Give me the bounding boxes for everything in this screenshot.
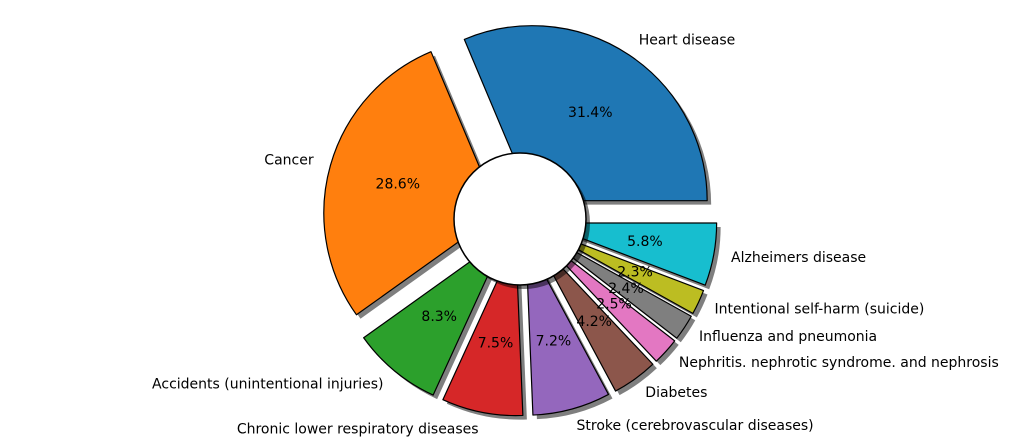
- percent-label-diabetes: 4.2%: [576, 314, 612, 330]
- category-label-stroke-cerebrovascular-diseases: Stroke (cerebrovascular diseases): [577, 418, 814, 434]
- percent-label-chronic-lower-respiratory-diseases: 7.5%: [478, 336, 514, 352]
- category-label-accidents-unintentional-injuries: Accidents (unintentional injuries): [152, 377, 383, 393]
- category-label-alzheimers-disease: Alzheimers disease: [731, 250, 866, 266]
- category-label-layer: Heart disease Cancer Accidents (unintentio…: [152, 32, 999, 437]
- category-label-nephritis-nephrotic-syndrome-and-nephrosis: Nephritis. nephrotic syndrome. and nephr…: [679, 355, 999, 371]
- category-label-heart-disease: Heart disease: [639, 32, 736, 48]
- category-label-influenza-and-pneumonia: Influenza and pneumonia: [699, 329, 877, 345]
- percent-label-cancer: 28.6%: [376, 176, 420, 192]
- pie-slice-accidents-unintentional-injuries: [363, 235, 507, 396]
- donut-hole: [453, 152, 587, 286]
- percent-label-nephritis-nephrotic-syndrome-and-nephrosis: 2.5%: [596, 296, 632, 312]
- donut-hole-layer: [453, 152, 590, 289]
- percent-label-layer: 31.4% 28.6% 8.3% 7.5% 7.2%4.2% 2.5%2.4%2.3% 5.…: [376, 105, 663, 351]
- category-label-intentional-self-harm-suicide: Intentional self-harm (suicide): [715, 302, 925, 318]
- percent-label-stroke-cerebrovascular-diseases: 7.2%: [536, 334, 572, 350]
- category-label-cancer: Cancer: [264, 153, 314, 169]
- percent-label-influenza-and-pneumonia: 2.4%: [608, 281, 644, 297]
- category-label-chronic-lower-respiratory-diseases: Chronic lower respiratory diseases: [237, 422, 479, 438]
- percent-label-heart-disease: 31.4%: [568, 105, 612, 121]
- percent-label-alzheimers-disease: 5.8%: [627, 234, 663, 250]
- category-label-diabetes: Diabetes: [645, 385, 707, 401]
- pie-slice-cancer: [323, 51, 500, 316]
- percent-label-intentional-self-harm-suicide: 2.3%: [617, 265, 653, 281]
- percent-label-accidents-unintentional-injuries: 8.3%: [421, 309, 457, 325]
